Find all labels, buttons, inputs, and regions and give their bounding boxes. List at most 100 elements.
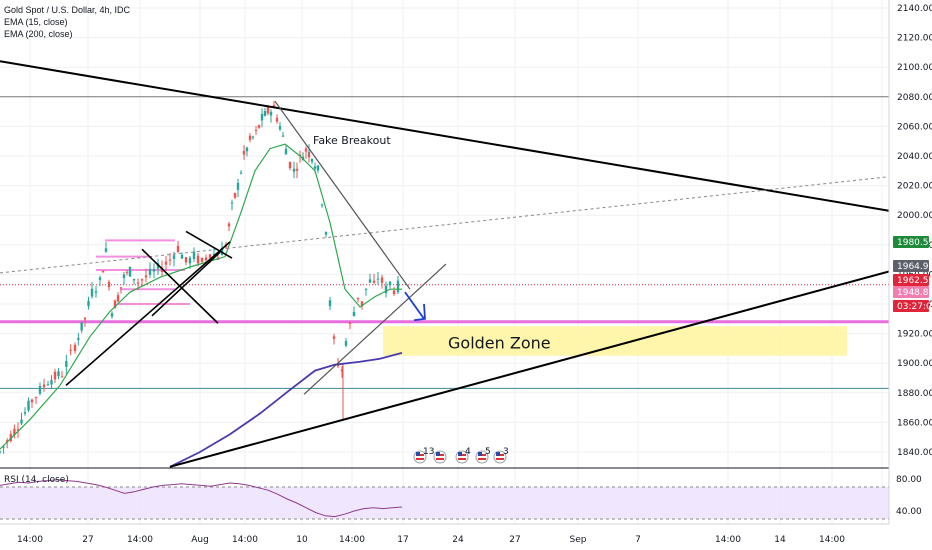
candle-body xyxy=(77,337,80,340)
candle-body xyxy=(263,110,267,116)
fake-breakout-label: Fake Breakout xyxy=(313,134,391,147)
time-tick: 10 xyxy=(296,535,308,545)
candle-body xyxy=(204,257,208,261)
candle-body xyxy=(16,429,20,431)
price-badge xyxy=(893,300,929,312)
ema15-legend[interactable]: EMA (15, close) xyxy=(4,17,68,27)
price-badge-value: 1948.88 xyxy=(897,288,932,298)
symbol-title[interactable]: Gold Spot / U.S. Dollar, 4h, IDC xyxy=(4,5,131,15)
candle-body xyxy=(87,301,90,306)
candle-body xyxy=(364,288,368,290)
price-badge xyxy=(893,260,929,272)
event-flag-canton xyxy=(458,452,462,456)
time-tick: 27 xyxy=(509,535,520,545)
candle-body xyxy=(328,300,332,307)
arrow-shaft xyxy=(404,291,425,320)
candle-body xyxy=(53,371,57,380)
upper-trend-line xyxy=(0,60,889,212)
candle-body xyxy=(212,253,216,255)
event-count: 3 xyxy=(503,447,509,457)
candle-body xyxy=(348,322,352,324)
event-flag-canton xyxy=(478,452,482,456)
event-markers[interactable]: 13 4 5 3 xyxy=(413,447,509,464)
candle-body xyxy=(196,255,200,264)
time-axis[interactable]: 14:00 27 14:00 Aug 14:00 10 14:00 17 24 27 Sep 7 14:… xyxy=(0,523,889,545)
candle-body xyxy=(125,271,129,273)
candle-body xyxy=(148,268,152,275)
event-flag-canton xyxy=(496,452,500,456)
price-tick: 1860.00 xyxy=(897,418,932,428)
candle-body xyxy=(180,254,184,259)
candle-body xyxy=(320,204,324,206)
candle-body xyxy=(275,117,279,122)
projection-arrow xyxy=(404,291,426,322)
candle-body xyxy=(340,369,344,372)
candle-body xyxy=(144,275,148,278)
event-count: 5 xyxy=(485,447,491,457)
rsi-band xyxy=(0,487,889,519)
candle-body xyxy=(392,290,396,295)
event-flag-stripe xyxy=(496,458,504,460)
time-tick: 14:00 xyxy=(819,535,845,545)
candle-body xyxy=(122,274,126,278)
candle-body xyxy=(188,257,192,264)
candle-body xyxy=(227,223,231,227)
chart-grid xyxy=(0,0,889,525)
candle-body xyxy=(23,412,27,414)
price-tick: 1900.00 xyxy=(897,359,932,369)
candle-body xyxy=(164,261,168,265)
candle-body xyxy=(304,148,308,152)
price-tick: 2140.00 xyxy=(897,4,932,14)
time-tick: 14:00 xyxy=(127,535,153,545)
candle-body xyxy=(110,313,114,317)
candle-body xyxy=(200,257,204,262)
event-flag-stripe xyxy=(458,458,466,460)
candle-body xyxy=(295,168,299,171)
price-tick: 2100.00 xyxy=(897,63,932,73)
candle-body xyxy=(236,182,240,190)
candle-body xyxy=(278,126,282,130)
candle-body xyxy=(2,446,5,448)
event-flag-canton xyxy=(416,452,420,456)
cross-line-a xyxy=(141,248,219,324)
candle-body xyxy=(94,291,98,293)
price-tick: 1920.00 xyxy=(897,330,932,340)
ema15-line xyxy=(0,143,402,450)
candle-body xyxy=(172,255,176,259)
ema200-line xyxy=(169,351,403,468)
price-badge xyxy=(893,236,929,248)
candle-body xyxy=(38,386,42,394)
candle-body xyxy=(396,280,400,293)
candle-body xyxy=(192,251,196,259)
price-tick: 1880.00 xyxy=(897,389,932,399)
plot-area: Fake Breakout Golden Zone 13 4 5 3 xyxy=(0,60,889,468)
time-tick: 7 xyxy=(635,535,641,545)
price-tick: 2020.00 xyxy=(897,182,932,192)
price-badge-value: 1964.97 xyxy=(897,262,932,272)
candle-body xyxy=(313,166,317,169)
rsi-line xyxy=(0,479,403,518)
rsi-tick: 80.00 xyxy=(896,475,922,485)
price-badge-value: 03:27:08 xyxy=(897,302,932,312)
time-tick: 14:00 xyxy=(339,535,365,545)
dashed-trend-line xyxy=(0,176,889,274)
ema200-legend[interactable]: EMA (200, close) xyxy=(4,29,73,39)
rsi-tick: 40.00 xyxy=(896,507,922,517)
candle-body xyxy=(310,159,314,162)
candle-body xyxy=(160,267,164,273)
candle-body xyxy=(140,279,144,281)
candle-body xyxy=(384,285,388,294)
candle-body xyxy=(69,349,72,351)
candle-body xyxy=(46,384,50,386)
candle-body xyxy=(128,266,132,277)
event-count: 4 xyxy=(465,447,471,457)
candle-body xyxy=(208,254,212,258)
candle-body xyxy=(50,380,53,385)
price-tick: 1840.00 xyxy=(897,448,932,458)
time-tick: Aug xyxy=(191,535,209,545)
candle-body xyxy=(113,300,117,309)
candle-body xyxy=(266,107,270,114)
candle-body xyxy=(30,399,34,403)
candle-body xyxy=(13,428,16,435)
